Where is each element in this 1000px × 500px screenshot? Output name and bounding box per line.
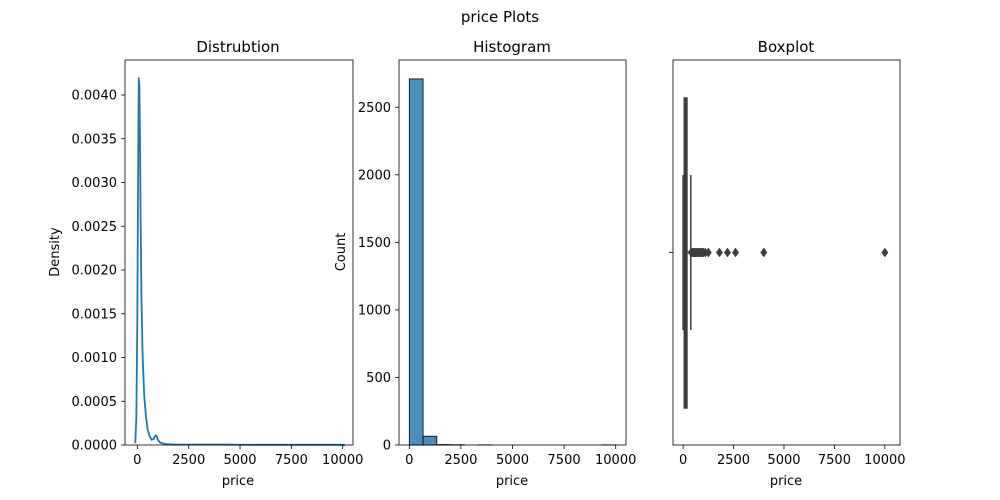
histogram-frame bbox=[398, 59, 627, 446]
distribution-title: Distrubtion bbox=[196, 38, 279, 56]
suptitle: price Plots bbox=[461, 8, 539, 26]
histogram-xtick-label: 10000 bbox=[595, 453, 636, 468]
histogram-ytick-label: 500 bbox=[366, 371, 391, 386]
histogram-xtick-label: 5000 bbox=[496, 453, 529, 468]
distribution-xtick-label: 5000 bbox=[223, 453, 256, 468]
histogram-xtick-label: 2500 bbox=[444, 453, 477, 468]
distribution-ytick-label: 0.0015 bbox=[72, 307, 118, 322]
distribution-ytick-label: 0.0010 bbox=[72, 351, 118, 366]
histogram-subplot: Histogram price Count 0 2500 5000 7500 10000… bbox=[334, 38, 636, 489]
density-line bbox=[134, 77, 345, 446]
outlier-point bbox=[704, 247, 712, 258]
histogram-bar bbox=[422, 435, 438, 446]
distribution-xlabel: price bbox=[222, 474, 254, 489]
distribution-ytick-label: 0.0005 bbox=[72, 395, 118, 410]
distribution-xtick-label: 0 bbox=[133, 453, 141, 468]
distribution-ytick-label: 0.0030 bbox=[72, 176, 118, 191]
histogram-ylabel: Count bbox=[334, 233, 349, 272]
distribution-subplot: Distrubtion price Density 0 2500 5000 7500 1… bbox=[48, 38, 363, 489]
boxplot-xlabel: price bbox=[770, 474, 802, 489]
outlier-point bbox=[715, 247, 723, 258]
distribution-ytick-label: 0.0000 bbox=[72, 439, 118, 454]
boxplot-subplot: Boxplot price 0 2500 5000 7500 10000 bbox=[669, 38, 906, 489]
histogram-ytick-label: 1500 bbox=[358, 236, 391, 251]
boxplot-xtick-label: 0 bbox=[679, 453, 687, 468]
histogram-xtick-label: 7500 bbox=[548, 453, 581, 468]
boxplot-xtick-label: 7500 bbox=[818, 453, 851, 468]
histogram-ytick-label: 2000 bbox=[358, 168, 391, 183]
distribution-ytick-label: 0.0035 bbox=[72, 132, 118, 147]
distribution-xtick-label: 10000 bbox=[322, 453, 363, 468]
boxplot-xtick-label: 10000 bbox=[864, 453, 905, 468]
outlier-point bbox=[760, 247, 768, 258]
distribution-xtick-label: 2500 bbox=[172, 453, 205, 468]
histogram-ytick-label: 2500 bbox=[358, 101, 391, 116]
boxplot-xtick-label: 5000 bbox=[767, 453, 800, 468]
outlier-point bbox=[732, 247, 740, 258]
distribution-frame bbox=[124, 59, 354, 446]
boxplot-title: Boxplot bbox=[758, 38, 815, 56]
distribution-ylabel: Density bbox=[48, 227, 63, 277]
outlier-point bbox=[723, 247, 731, 258]
boxplot-xtick-label: 2500 bbox=[717, 453, 750, 468]
histogram-bar bbox=[408, 78, 424, 446]
histogram-ytick-label: 0 bbox=[383, 439, 391, 454]
distribution-ytick-label: 0.0040 bbox=[72, 89, 118, 104]
histogram-ytick-label: 1000 bbox=[358, 303, 391, 318]
histogram-xlabel: price bbox=[496, 474, 528, 489]
outlier-point bbox=[881, 247, 889, 258]
distribution-ytick-label: 0.0025 bbox=[72, 220, 118, 235]
distribution-ytick-label: 0.0020 bbox=[72, 264, 118, 279]
histogram-xtick-label: 0 bbox=[405, 453, 413, 468]
distribution-xtick-label: 7500 bbox=[275, 453, 308, 468]
histogram-title: Histogram bbox=[473, 38, 551, 56]
